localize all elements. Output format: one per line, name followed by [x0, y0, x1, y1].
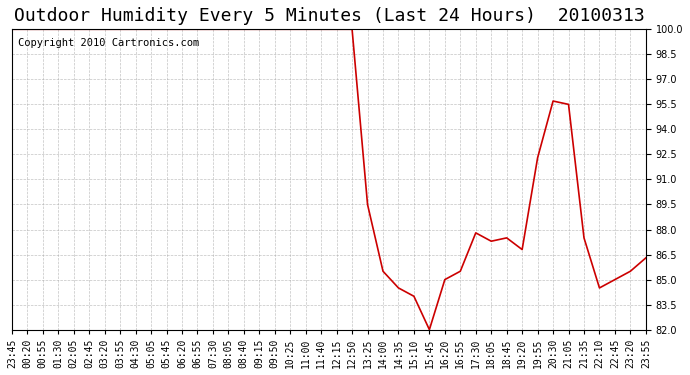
Title: Outdoor Humidity Every 5 Minutes (Last 24 Hours)  20100313: Outdoor Humidity Every 5 Minutes (Last 2… — [14, 7, 644, 25]
Text: Copyright 2010 Cartronics.com: Copyright 2010 Cartronics.com — [18, 38, 199, 48]
